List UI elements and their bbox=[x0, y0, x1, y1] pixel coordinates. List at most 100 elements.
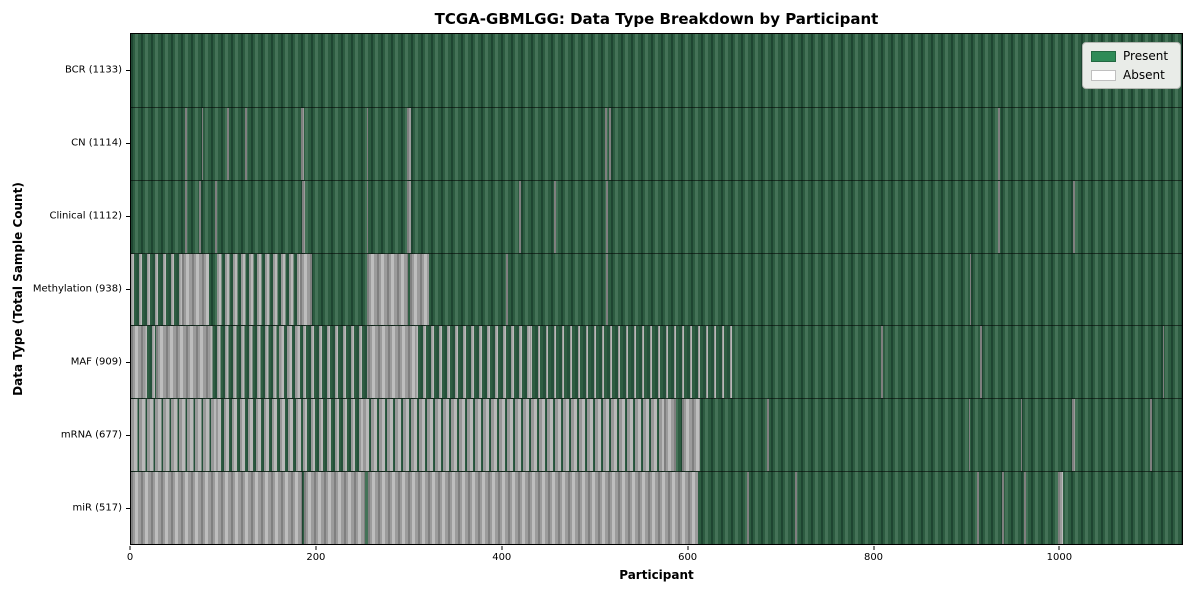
absent-segment bbox=[299, 253, 312, 326]
x-tick-label-200: 200 bbox=[306, 552, 326, 563]
absent-segment bbox=[968, 399, 970, 472]
y-tick-mark bbox=[126, 362, 130, 364]
y-tick-label-mrna: mRNA (677) bbox=[60, 429, 122, 441]
mixed-segment bbox=[217, 253, 300, 326]
y-tick-label-cn: CN (1114) bbox=[71, 137, 122, 149]
y-tick-label-maf: MAF (909) bbox=[70, 356, 122, 368]
absent-segment bbox=[301, 180, 306, 253]
y-tick-label-bcr: BCR (1133) bbox=[64, 64, 122, 76]
absent-segment bbox=[198, 180, 201, 253]
mixed-segment bbox=[208, 326, 280, 399]
row-mir bbox=[131, 471, 1182, 544]
plot-area bbox=[130, 33, 1183, 545]
absent-segment bbox=[976, 472, 979, 544]
x-tick-mark bbox=[129, 546, 131, 550]
absent-segment bbox=[407, 180, 412, 253]
absent-segment bbox=[366, 180, 369, 253]
mixed-segment bbox=[302, 399, 363, 472]
absent-segment bbox=[368, 326, 415, 399]
absent-segment bbox=[1057, 472, 1064, 544]
y-tick-label-methylation: Methylation (938) bbox=[32, 283, 122, 295]
mixed-segment bbox=[143, 326, 157, 399]
absent-segment bbox=[518, 180, 521, 253]
mixed-segment bbox=[529, 326, 734, 399]
x-axis-ticks: 0 200 400 600 800 1000 bbox=[126, 545, 1183, 569]
absent-segment bbox=[184, 180, 187, 253]
legend-item-absent: Absent bbox=[1091, 68, 1172, 82]
absent-segment bbox=[998, 107, 1001, 180]
absent-segment bbox=[407, 107, 412, 180]
y-axis-label: Data Type (Total Sample Count) bbox=[11, 182, 25, 396]
absent-segment bbox=[979, 326, 982, 399]
row-bcr bbox=[131, 34, 1182, 107]
x-axis-label: Participant bbox=[619, 568, 694, 582]
absent-segment bbox=[608, 107, 611, 180]
absent-segment bbox=[605, 107, 607, 180]
x-tick-mark bbox=[1058, 546, 1060, 550]
absent-segment bbox=[1162, 326, 1165, 399]
absent-segment bbox=[227, 107, 230, 180]
y-tick-mark bbox=[126, 142, 130, 144]
x-tick-label-0: 0 bbox=[126, 552, 134, 563]
chart-title: TCGA-GBMLGG: Data Type Breakdown by Part… bbox=[434, 10, 879, 28]
mixed-segment bbox=[131, 253, 182, 326]
mixed-segment bbox=[414, 326, 530, 399]
y-tick-label-clinical: Clinical (1112) bbox=[49, 210, 123, 222]
x-tick-label-600: 600 bbox=[678, 552, 698, 563]
absent-segment bbox=[410, 253, 429, 326]
x-tick-mark bbox=[873, 546, 874, 550]
absent-segment bbox=[1024, 472, 1027, 544]
x-tick-label-400: 400 bbox=[492, 552, 512, 563]
absent-segment bbox=[201, 107, 204, 180]
x-tick-label-1000: 1000 bbox=[1046, 552, 1073, 563]
absent-segment bbox=[1071, 399, 1076, 472]
legend-label-present: Present bbox=[1123, 49, 1169, 63]
x-tick-label-800: 800 bbox=[863, 552, 884, 563]
legend-item-present: Present bbox=[1091, 49, 1172, 63]
absent-segment bbox=[245, 107, 247, 180]
y-tick-label-mir: miR (517) bbox=[72, 502, 122, 514]
mixed-segment bbox=[302, 326, 369, 399]
absent-segment bbox=[367, 472, 698, 544]
mixed-segment bbox=[279, 326, 303, 399]
absent-segment bbox=[366, 107, 369, 180]
absent-segment bbox=[300, 107, 305, 180]
absent-segment bbox=[184, 107, 187, 180]
absent-segment bbox=[366, 253, 409, 326]
legend: Present Absent bbox=[1082, 42, 1181, 89]
y-tick-mark bbox=[126, 215, 130, 217]
absent-segment bbox=[1150, 399, 1153, 472]
y-tick-mark bbox=[126, 508, 130, 510]
absent-segment bbox=[553, 180, 556, 253]
absent-segment bbox=[682, 399, 700, 472]
mixed-segment bbox=[131, 399, 217, 472]
present-swatch-icon bbox=[1091, 50, 1116, 62]
row-mrna bbox=[131, 398, 1182, 472]
absent-segment bbox=[746, 472, 749, 544]
absent-segment bbox=[664, 399, 676, 472]
x-tick-mark bbox=[315, 546, 317, 550]
absent-segment bbox=[998, 180, 1001, 253]
x-tick-mark bbox=[687, 546, 689, 550]
y-tick-mark bbox=[126, 69, 130, 71]
absent-segment bbox=[304, 472, 365, 544]
row-clinical bbox=[131, 179, 1182, 253]
y-tick-mark bbox=[126, 289, 130, 290]
absent-segment bbox=[131, 472, 302, 544]
absent-swatch-icon bbox=[1091, 69, 1116, 81]
absent-segment bbox=[767, 399, 770, 472]
row-methylation bbox=[131, 252, 1182, 326]
absent-segment bbox=[1020, 399, 1023, 472]
absent-segment bbox=[881, 326, 884, 399]
absent-segment bbox=[795, 472, 798, 544]
absent-segment bbox=[156, 326, 209, 399]
x-tick-mark bbox=[501, 546, 503, 550]
absent-segment bbox=[182, 253, 209, 326]
absent-segment bbox=[605, 253, 608, 326]
absent-segment bbox=[605, 180, 608, 253]
mixed-segment bbox=[216, 399, 303, 472]
absent-segment bbox=[1002, 472, 1004, 544]
absent-segment bbox=[131, 326, 144, 399]
absent-segment bbox=[505, 253, 508, 326]
